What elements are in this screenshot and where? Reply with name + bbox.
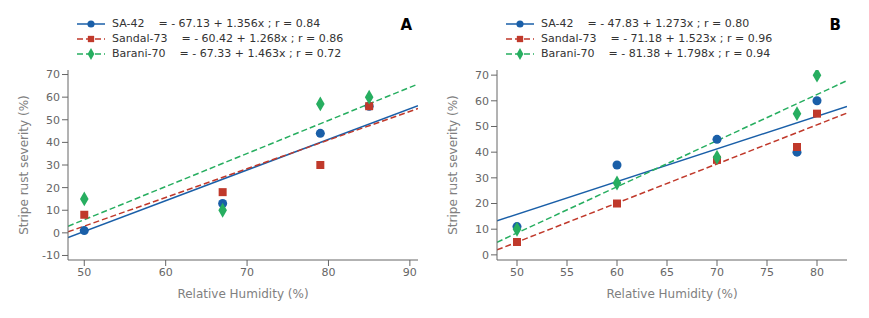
svg-text:70: 70: [475, 69, 489, 82]
svg-text:90: 90: [403, 266, 417, 279]
svg-text:65: 65: [660, 266, 674, 279]
html-text:B: B: [829, 16, 841, 34]
svg-text:50: 50: [475, 120, 489, 133]
svg-text:20: 20: [46, 182, 60, 195]
svg-text:-10: -10: [42, 249, 60, 262]
svg-text:Relative Humidity (%): Relative Humidity (%): [606, 287, 737, 301]
html-text:Sandal-73 = - 60.42 + 1.268x ;: Sandal-73 = - 60.42 + 1.268x ; r = 0.86: [112, 32, 344, 45]
svg-text:70: 70: [46, 68, 60, 81]
svg-text:60: 60: [610, 266, 624, 279]
html-text:Sandal-73 = - 71.18 + 1.523x ;: Sandal-73 = - 71.18 + 1.523x ; r = 0.96: [541, 32, 773, 45]
svg-text:60: 60: [159, 266, 173, 279]
html-text:A: A: [400, 16, 412, 34]
svg-text:50: 50: [77, 266, 91, 279]
svg-text:70: 70: [240, 266, 254, 279]
svg-text:50: 50: [46, 114, 60, 127]
svg-text:70: 70: [710, 266, 724, 279]
svg-text:Stripe rust severity (%): Stripe rust severity (%): [446, 95, 460, 235]
svg-text:60: 60: [475, 95, 489, 108]
html-text:Barani-70 = - 67.33 + 1.463x ;: Barani-70 = - 67.33 + 1.463x ; r = 0.72: [112, 47, 342, 60]
svg-text:0: 0: [482, 249, 489, 262]
svg-text:75: 75: [760, 266, 774, 279]
svg-text:20: 20: [475, 197, 489, 210]
svg-text:50: 50: [510, 266, 524, 279]
svg-text:40: 40: [475, 146, 489, 159]
html-text:SA-42 = - 47.83 + 1.273x ; r =: SA-42 = - 47.83 + 1.273x ; r = 0.80: [541, 17, 750, 30]
svg-text:Stripe rust severity (%): Stripe rust severity (%): [17, 95, 31, 235]
svg-text:0: 0: [53, 227, 60, 240]
html-text:Barani-70 = - 81.38 + 1.798x ;: Barani-70 = - 81.38 + 1.798x ; r = 0.94: [541, 47, 771, 60]
svg-text:Relative Humidity (%): Relative Humidity (%): [177, 287, 308, 301]
svg-text:30: 30: [46, 159, 60, 172]
svg-text:60: 60: [46, 91, 60, 104]
svg-text:10: 10: [46, 204, 60, 217]
svg-text:10: 10: [475, 223, 489, 236]
html-text:SA-42 = - 67.13 + 1.356x ; r =: SA-42 = - 67.13 + 1.356x ; r = 0.84: [112, 17, 321, 30]
svg-text:55: 55: [560, 266, 574, 279]
svg-text:80: 80: [321, 266, 335, 279]
svg-text:40: 40: [46, 136, 60, 149]
svg-text:80: 80: [810, 266, 824, 279]
svg-text:30: 30: [475, 172, 489, 185]
